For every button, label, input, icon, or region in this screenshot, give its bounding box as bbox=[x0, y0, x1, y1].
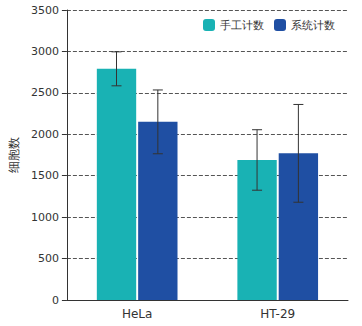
svg-text:1000: 1000 bbox=[31, 211, 59, 224]
svg-text:1500: 1500 bbox=[31, 169, 59, 182]
svg-text:0: 0 bbox=[52, 294, 59, 307]
svg-text:3500: 3500 bbox=[31, 4, 59, 17]
svg-text:500: 500 bbox=[38, 252, 59, 265]
svg-text:3000: 3000 bbox=[31, 45, 59, 58]
svg-text:细胞数: 细胞数 bbox=[7, 137, 21, 173]
svg-text:2500: 2500 bbox=[31, 86, 59, 99]
svg-text:HeLa: HeLa bbox=[122, 307, 152, 321]
svg-text:HT-29: HT-29 bbox=[260, 307, 295, 321]
svg-text:手工计数: 手工计数 bbox=[220, 19, 264, 32]
svg-text:2000: 2000 bbox=[31, 128, 59, 141]
svg-text:系统计数: 系统计数 bbox=[291, 19, 335, 32]
